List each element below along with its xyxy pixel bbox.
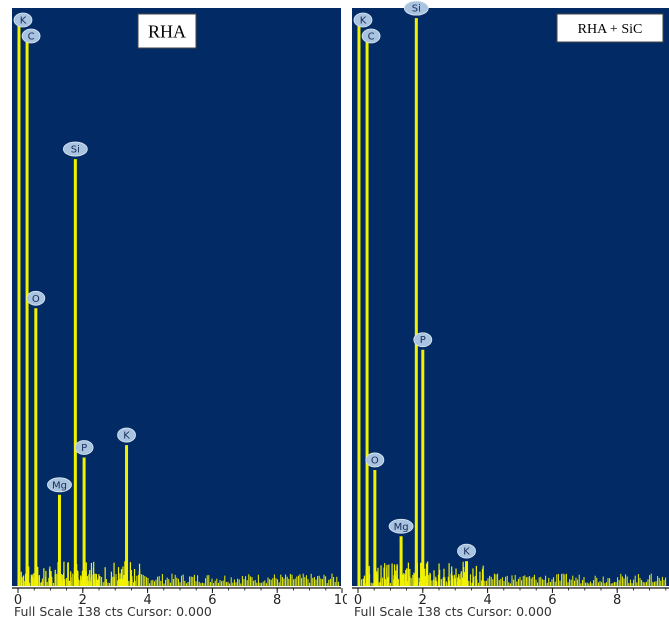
peak-label: C bbox=[28, 32, 35, 43]
peak-label: Si bbox=[412, 4, 421, 15]
footer-text: Full Scale 138 cts Cursor: 0.000 bbox=[14, 604, 212, 619]
peak-label: K bbox=[463, 547, 470, 558]
panel-title-box bbox=[137, 13, 197, 49]
peak-label: O bbox=[371, 455, 379, 466]
peak-k: K bbox=[353, 12, 373, 586]
peak-label: P bbox=[420, 335, 426, 346]
peak-si: Si bbox=[62, 141, 88, 586]
plot-background bbox=[12, 8, 341, 586]
x-tick-label: 8 bbox=[273, 593, 281, 608]
eds-spectrum-rha-sic: K C O Mg Si P K 0 2 4 6 8 Full Scale 138 cts Cursor:… bbox=[347, 0, 669, 619]
peak-badge bbox=[117, 427, 136, 443]
x-tick-label: 6 bbox=[548, 593, 556, 608]
x-tick-label: 0 bbox=[354, 593, 362, 608]
peak-label: K bbox=[20, 16, 27, 27]
peak-label: C bbox=[368, 32, 375, 43]
peak-badge bbox=[13, 12, 33, 28]
eds-spectrum-rha: K C O Mg Si P K 0 2 4 6 8 10 Full Scale 138 cts Curso… bbox=[12, 8, 347, 619]
x-tick-label: 4 bbox=[483, 593, 491, 608]
x-tick-label: 8 bbox=[613, 593, 621, 608]
peak-k: K bbox=[457, 543, 476, 586]
peak-label: P bbox=[81, 443, 87, 454]
peak-mg: Mg bbox=[47, 477, 72, 586]
peak-badge bbox=[388, 518, 414, 534]
peak-p: P bbox=[74, 440, 94, 586]
peak-badge bbox=[62, 141, 88, 157]
x-tick-label: 10 bbox=[334, 593, 347, 608]
peak-c: C bbox=[21, 28, 41, 586]
panel-title: RHA bbox=[148, 21, 186, 41]
peak-si: Si bbox=[403, 0, 429, 586]
peak-badge bbox=[365, 452, 385, 468]
peak-badge bbox=[413, 332, 433, 348]
peak-mg: Mg bbox=[388, 518, 414, 586]
plot-background bbox=[352, 8, 669, 586]
x-tick-label: 0 bbox=[14, 593, 22, 608]
peak-badge bbox=[361, 28, 381, 44]
peak-c: C bbox=[361, 28, 381, 586]
peak-label: O bbox=[32, 294, 40, 305]
peak-badge bbox=[21, 28, 41, 44]
peak-label: Mg bbox=[394, 522, 409, 533]
peak-badge bbox=[353, 12, 373, 28]
peak-k: K bbox=[13, 12, 33, 586]
x-tick-label: 6 bbox=[208, 593, 216, 608]
peak-label: K bbox=[123, 431, 130, 442]
panel-title-box bbox=[556, 13, 664, 43]
peak-o: O bbox=[26, 290, 46, 586]
peak-label: Si bbox=[71, 145, 80, 156]
panel-title: RHA + SiC bbox=[578, 22, 643, 37]
peak-badge bbox=[457, 543, 476, 559]
peak-label: Mg bbox=[52, 480, 67, 491]
peak-badge bbox=[47, 477, 72, 493]
peak-badge bbox=[74, 440, 94, 455]
x-tick-label: 2 bbox=[79, 593, 87, 608]
peak-p: P bbox=[413, 332, 433, 586]
peak-badge bbox=[26, 290, 46, 306]
peak-label: K bbox=[360, 16, 367, 27]
x-tick-label: 2 bbox=[419, 593, 427, 608]
peak-o: O bbox=[365, 452, 385, 586]
x-tick-label: 4 bbox=[143, 593, 151, 608]
footer-text: Full Scale 138 cts Cursor: 0.000 bbox=[354, 604, 552, 619]
peak-k: K bbox=[117, 427, 136, 586]
peak-badge bbox=[403, 0, 429, 16]
